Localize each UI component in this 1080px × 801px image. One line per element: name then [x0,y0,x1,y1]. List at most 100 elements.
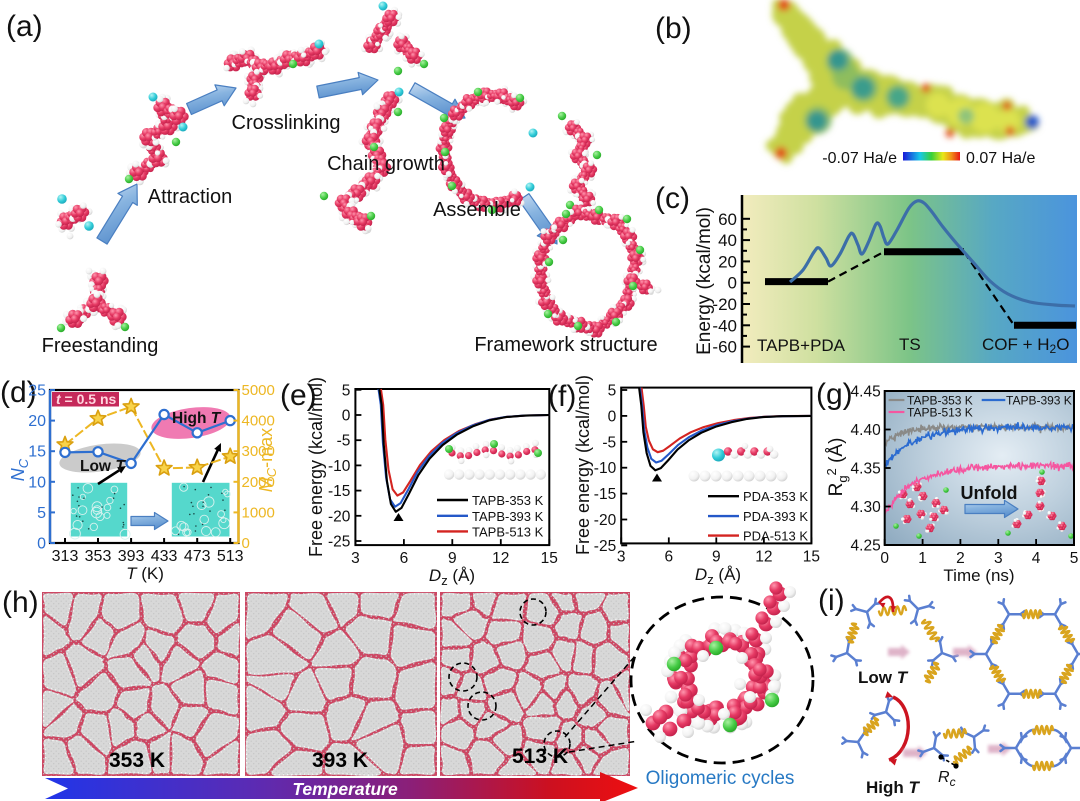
svg-text:Unfold: Unfold [961,483,1018,503]
svg-text:(c): (c) [655,182,690,215]
svg-text:4.35: 4.35 [851,461,881,478]
svg-text:4000: 4000 [242,413,275,430]
svg-text:TAPB-393 K: TAPB-393 K [1006,394,1072,408]
svg-text:Time (ns): Time (ns) [943,566,1014,585]
svg-text:(i): (i) [818,584,845,617]
svg-text:(b): (b) [655,12,692,45]
svg-text:3: 3 [617,549,626,566]
svg-text:Assemble: Assemble [433,199,521,221]
svg-text:-5: -5 [337,433,351,450]
svg-text:Low T: Low T [858,668,909,687]
svg-text:-10: -10 [328,458,351,475]
svg-text:(f): (f) [548,380,576,413]
svg-text:0: 0 [880,550,889,567]
svg-text:PDA-393 K: PDA-393 K [743,509,808,524]
svg-text:433: 433 [151,548,178,565]
svg-text:Framework structure: Framework structure [474,334,657,356]
svg-text:High T: High T [866,778,921,797]
svg-text:5: 5 [342,382,351,399]
svg-text:353: 353 [85,548,112,565]
svg-text:(g): (g) [816,378,853,411]
svg-text:9: 9 [448,550,457,567]
svg-text:25: 25 [28,383,46,400]
svg-text:T (K): T (K) [126,564,164,583]
svg-text:10: 10 [28,474,46,491]
svg-text:15: 15 [541,550,558,567]
svg-text:(e): (e) [280,379,317,412]
svg-text:Free energy (kcal/mol): Free energy (kcal/mol) [573,375,593,555]
svg-text:Low T: Low T [80,458,126,475]
svg-text:15: 15 [28,444,46,461]
svg-text:TAPB-513 K: TAPB-513 K [472,524,544,539]
svg-text:TAPB+PDA: TAPB+PDA [757,336,846,355]
svg-text:2: 2 [956,550,965,567]
svg-text:15: 15 [803,549,820,566]
svg-text:TS: TS [899,335,921,354]
svg-text:393 K: 393 K [312,749,368,772]
svg-text:513 K: 513 K [512,745,568,768]
svg-text:-60: -60 [712,338,737,357]
svg-text:Energy (kcal/mol): Energy (kcal/mol) [694,207,715,355]
svg-text:-10: -10 [594,460,617,477]
svg-text:4.25: 4.25 [851,538,881,555]
svg-text:60: 60 [718,210,737,229]
svg-text:-40: -40 [712,316,737,335]
svg-text:473: 473 [184,548,211,565]
svg-text:Crosslinking: Crosslinking [232,112,341,134]
svg-text:6: 6 [664,549,673,566]
svg-text:0: 0 [342,408,351,425]
svg-text:5: 5 [1070,550,1079,567]
svg-text:Rg2 (Å): Rg2 (Å) [824,438,850,497]
svg-text:2000: 2000 [242,474,275,491]
svg-text:513: 513 [217,548,244,565]
svg-text:0: 0 [608,408,617,425]
svg-text:6: 6 [400,550,409,567]
svg-text:0: 0 [242,535,250,552]
svg-text:(h): (h) [2,586,39,619]
svg-text:-20: -20 [594,512,617,529]
svg-text:-15: -15 [594,486,616,503]
svg-text:Attraction: Attraction [148,186,232,208]
svg-text:-25: -25 [328,534,350,551]
svg-text:353 K: 353 K [109,749,165,772]
svg-text:0: 0 [37,536,46,553]
svg-text:0: 0 [728,274,737,293]
svg-text:5: 5 [37,505,46,522]
svg-text:Dz (Å): Dz (Å) [695,565,741,587]
svg-text:TAPB-353 K: TAPB-353 K [907,394,973,408]
svg-text:-20: -20 [328,508,351,525]
svg-text:4.40: 4.40 [851,422,882,439]
svg-text:(a): (a) [6,10,43,43]
svg-text:0.07 Ha/e: 0.07 Ha/e [966,150,1035,167]
svg-text:3: 3 [994,550,1003,567]
svg-text:3000: 3000 [242,443,275,460]
svg-text:393: 393 [118,548,145,565]
svg-text:TAPB-393 K: TAPB-393 K [472,509,544,524]
svg-text:-25: -25 [594,538,616,555]
svg-text:20: 20 [28,413,46,430]
svg-text:12: 12 [755,549,772,566]
svg-text:Chain growth: Chain growth [327,153,445,175]
svg-text:-20: -20 [712,295,737,314]
svg-text:TAPB-353 K: TAPB-353 K [472,493,544,508]
svg-text:Freestanding: Freestanding [42,335,159,357]
svg-text:Temperature: Temperature [292,779,398,799]
svg-text:-15: -15 [328,483,350,500]
svg-text:4.45: 4.45 [851,384,881,401]
svg-text:313: 313 [52,548,79,565]
svg-text:12: 12 [492,550,509,567]
svg-text:PDA-513 K: PDA-513 K [743,529,808,544]
svg-text:5000: 5000 [242,382,275,399]
svg-text:t = 0.5 ns: t = 0.5 ns [56,391,117,407]
svg-text:3: 3 [351,550,360,567]
svg-text:9: 9 [712,549,721,566]
svg-text:-5: -5 [602,434,616,451]
svg-text:Oligomeric cycles: Oligomeric cycles [646,768,795,789]
svg-text:40: 40 [718,231,737,250]
svg-text:PDA-353 K: PDA-353 K [743,489,808,504]
svg-text:20: 20 [718,252,737,271]
svg-text:COF + H2O: COF + H2O [982,335,1069,356]
svg-text:-0.07 Ha/e: -0.07 Ha/e [822,150,897,167]
svg-text:MC-max: MC-max [256,428,279,492]
svg-text:4.30: 4.30 [851,499,882,516]
